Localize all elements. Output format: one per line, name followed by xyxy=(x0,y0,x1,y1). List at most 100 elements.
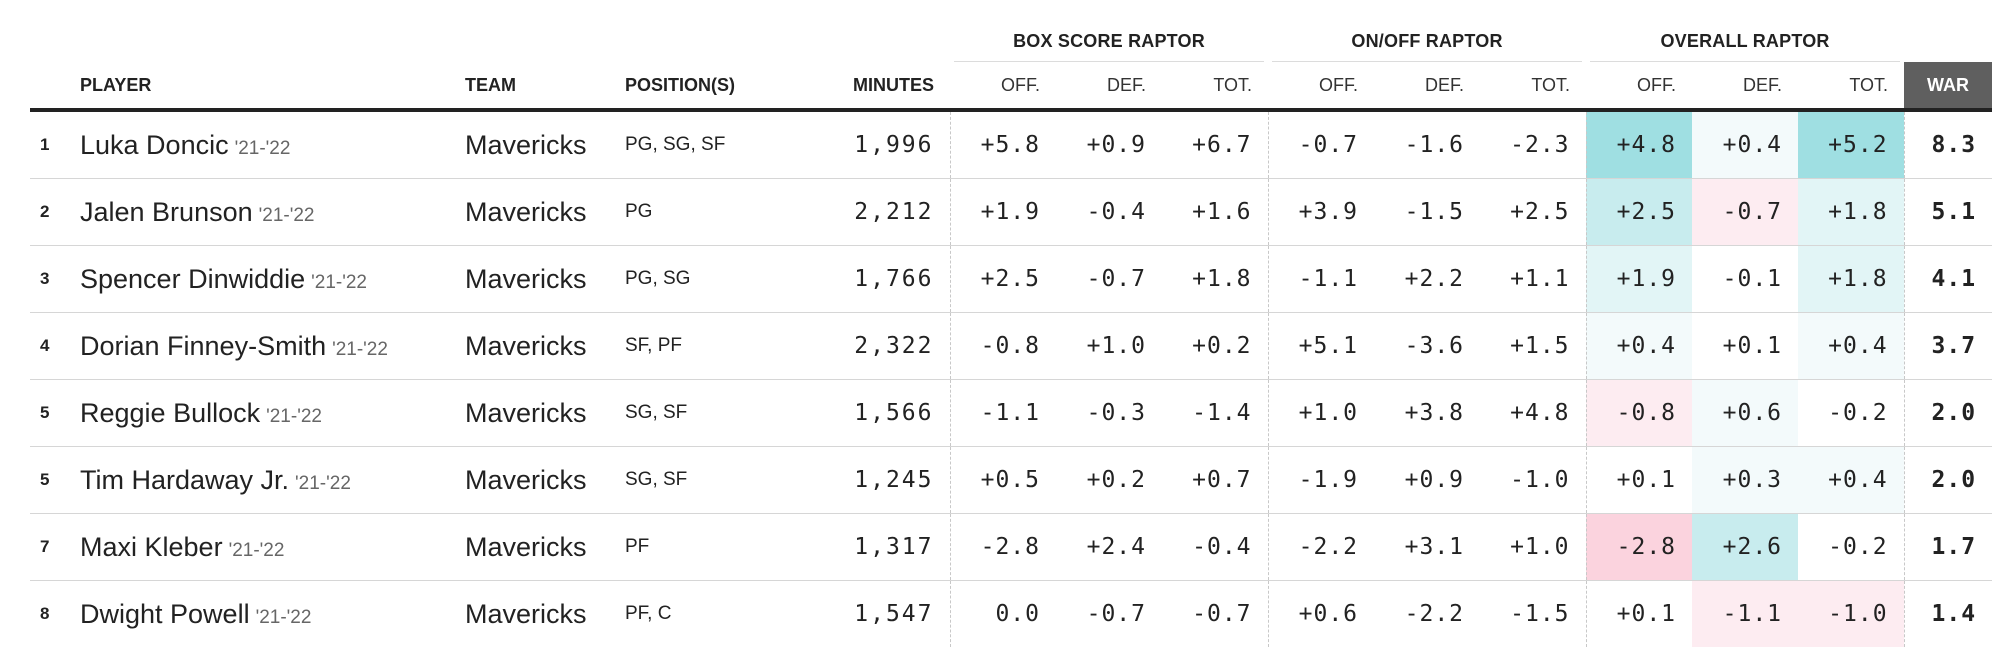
onoff-tot-cell: -1.0 xyxy=(1480,446,1587,514)
minutes-cell: 1,766 xyxy=(800,245,950,313)
box-off-cell: -2.8 xyxy=(949,513,1056,581)
minutes-cell: 2,322 xyxy=(800,312,950,380)
box-tot-cell: +0.2 xyxy=(1162,312,1269,380)
box-def-cell: +0.2 xyxy=(1056,446,1162,514)
player-name[interactable]: Spencer Dinwiddie xyxy=(80,263,306,294)
table-row: 8 Dwight Powell '21-'22 Mavericks PF, C 1,547… xyxy=(30,580,1993,648)
player-cell: Luka Doncic '21-'22 xyxy=(80,110,465,179)
team-cell: Mavericks xyxy=(465,312,625,380)
player-season: '21-'22 xyxy=(311,271,367,293)
rank-cell: 3 xyxy=(30,245,80,313)
team-cell: Mavericks xyxy=(465,110,625,179)
rank-cell: 2 xyxy=(30,178,80,246)
minutes-cell: 1,547 xyxy=(854,601,934,627)
table-row: 4 Dorian Finney-Smith '21-'22 Mavericks SF, … xyxy=(30,312,1993,380)
col-team-header[interactable]: TEAM xyxy=(465,62,625,112)
overall-tot-cell: -0.2 xyxy=(1798,379,1905,447)
box-off-cell: +2.5 xyxy=(949,245,1056,313)
onoff-def-cell: -2.2 xyxy=(1404,601,1465,627)
group-header-spacer xyxy=(30,20,950,62)
player-name[interactable]: Luka Doncic xyxy=(80,129,229,160)
team-cell: Mavericks xyxy=(465,513,625,581)
player-cell: Maxi Kleber '21-'22 xyxy=(80,513,465,581)
player-season: '21-'22 xyxy=(332,338,388,360)
col-war-header[interactable]: WAR xyxy=(1904,62,1993,112)
table-row: 1 Luka Doncic '21-'22 Mavericks PG, SG, SF 1,… xyxy=(30,110,1993,179)
col-box-def-header[interactable]: DEF. xyxy=(1056,62,1162,112)
player-cell: Jalen Brunson '21-'22 xyxy=(80,178,465,246)
col-overall-def-header[interactable]: DEF. xyxy=(1692,62,1799,112)
onoff-def-cell: +3.8 xyxy=(1374,379,1481,447)
onoff-off-cell: +1.0 xyxy=(1267,379,1375,447)
onoff-off-cell: -1.1 xyxy=(1267,245,1375,313)
col-overall-off-header[interactable]: OFF. xyxy=(1586,62,1693,112)
minutes-cell: 1,566 xyxy=(800,379,950,447)
box-off-cell: +5.8 xyxy=(949,110,1056,179)
box-def-cell: +2.4 xyxy=(1056,513,1162,581)
rank-cell: 7 xyxy=(30,513,80,581)
minutes-cell: 1,245 xyxy=(800,446,950,514)
col-box-tot-header[interactable]: TOT. xyxy=(1162,62,1269,112)
player-name[interactable]: Maxi Kleber xyxy=(80,531,223,562)
box-def-cell: -0.3 xyxy=(1056,379,1162,447)
overall-off-cell: +2.5 xyxy=(1585,178,1693,246)
positions-cell: PG, SG, SF xyxy=(625,110,800,179)
positions-cell: SF, PF xyxy=(625,312,800,380)
overall-def-cell: +0.3 xyxy=(1692,446,1799,514)
col-rank-header xyxy=(30,62,80,112)
col-onoff-def-header[interactable]: DEF. xyxy=(1374,62,1481,112)
overall-def-cell: +0.4 xyxy=(1692,110,1799,179)
overall-off-cell: +0.1 xyxy=(1585,446,1693,514)
col-player-header[interactable]: PLAYER xyxy=(80,62,465,112)
overall-off-cell: -2.8 xyxy=(1585,513,1693,581)
player-name[interactable]: Tim Hardaway Jr. xyxy=(80,464,290,495)
overall-off-cell: +0.4 xyxy=(1585,312,1693,380)
box-tot-cell: -0.7 xyxy=(1192,601,1252,627)
col-minutes-header[interactable]: MINUTES xyxy=(800,62,950,112)
col-onoff-tot-header[interactable]: TOT. xyxy=(1480,62,1587,112)
box-tot-cell: -0.4 xyxy=(1162,513,1269,581)
overall-tot-cell: -0.2 xyxy=(1798,513,1905,581)
onoff-tot-cell: +2.5 xyxy=(1480,178,1587,246)
col-positions-header[interactable]: POSITION(S) xyxy=(625,62,800,112)
box-def-cell: -0.7 xyxy=(1086,601,1146,627)
onoff-off-cell: +0.6 xyxy=(1267,580,1375,647)
group-header-row: BOX SCORE RAPTOR ON/OFF RAPTOR OVERALL R… xyxy=(30,20,1992,62)
overall-off-cell: +0.1 xyxy=(1585,580,1693,647)
positions-cell: PG, SG xyxy=(625,245,800,313)
onoff-def-cell: +0.9 xyxy=(1374,446,1481,514)
onoff-tot-cell: +1.0 xyxy=(1480,513,1587,581)
overall-tot-cell: +0.4 xyxy=(1798,312,1905,380)
overall-def-cell: -0.7 xyxy=(1692,178,1799,246)
group-header-on-off: ON/OFF RAPTOR xyxy=(1268,20,1586,62)
positions-cell: PG xyxy=(625,178,800,246)
player-cell: Spencer Dinwiddie '21-'22 xyxy=(80,245,465,313)
war-cell: 4.1 xyxy=(1903,245,1993,313)
player-name[interactable]: Dorian Finney-Smith xyxy=(80,330,327,361)
positions-cell: SG, SF xyxy=(625,379,800,447)
col-overall-tot-header[interactable]: TOT. xyxy=(1798,62,1905,112)
onoff-off-cell: +3.9 xyxy=(1267,178,1375,246)
box-def-cell: +1.0 xyxy=(1056,312,1162,380)
player-name[interactable]: Dwight Powell xyxy=(80,598,250,629)
onoff-tot-cell: -2.3 xyxy=(1480,110,1587,179)
overall-def-cell: +0.6 xyxy=(1692,379,1799,447)
player-name[interactable]: Reggie Bullock xyxy=(80,397,261,428)
player-season: '21-'22 xyxy=(295,472,351,494)
player-cell: Dorian Finney-Smith '21-'22 xyxy=(80,312,465,380)
box-def-cell: -0.7 xyxy=(1056,245,1162,313)
onoff-tot-cell: +1.1 xyxy=(1480,245,1587,313)
overall-def-cell: +2.6 xyxy=(1692,513,1799,581)
col-box-off-header[interactable]: OFF. xyxy=(950,62,1056,112)
player-cell: Dwight Powell '21-'22 xyxy=(80,581,465,648)
onoff-def-cell: +3.1 xyxy=(1374,513,1481,581)
overall-def-cell: +0.1 xyxy=(1692,312,1799,380)
box-tot-cell: -1.4 xyxy=(1162,379,1269,447)
raptor-stats-table: BOX SCORE RAPTOR ON/OFF RAPTOR OVERALL R… xyxy=(30,20,1993,648)
player-name[interactable]: Jalen Brunson xyxy=(80,196,253,227)
minutes-cell: 2,212 xyxy=(800,178,950,246)
rank-cell: 1 xyxy=(30,110,80,179)
box-tot-cell: +6.7 xyxy=(1162,110,1269,179)
player-season: '21-'22 xyxy=(228,539,285,561)
col-onoff-off-header[interactable]: OFF. xyxy=(1268,62,1375,112)
